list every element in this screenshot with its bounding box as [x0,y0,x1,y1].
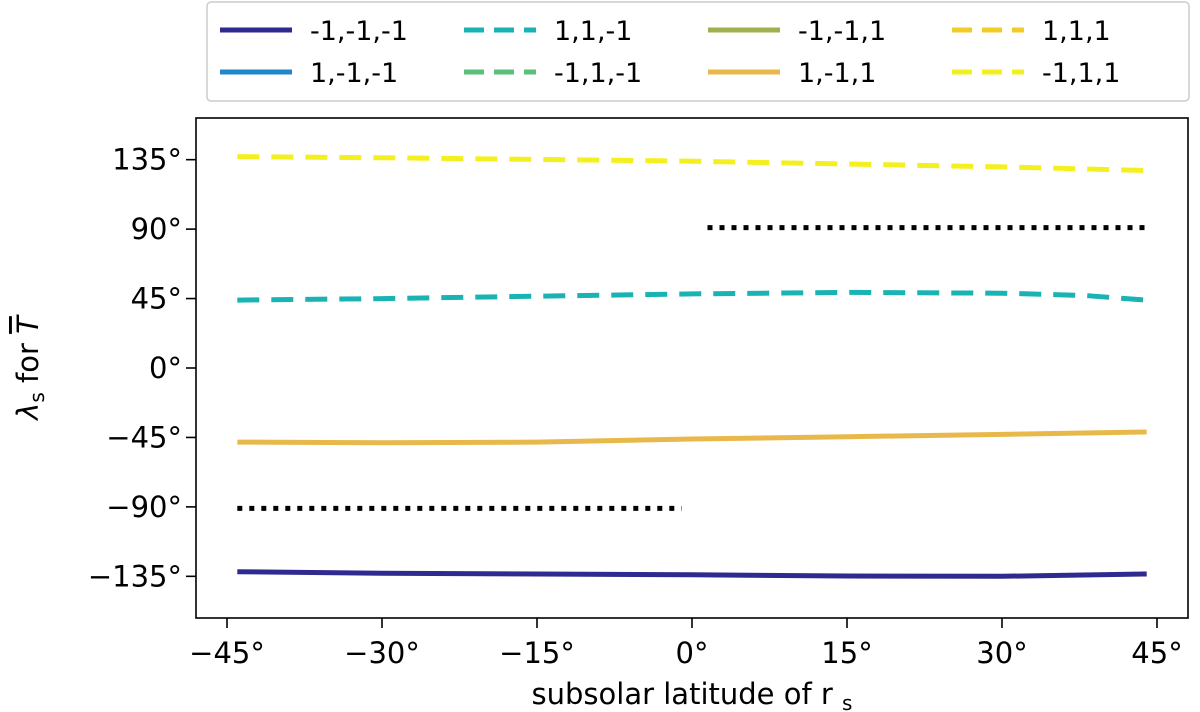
legend-items: -1,-1,-1 1,-1,-1 1,1,-1 -1,1,-1 -1,-1,1 1,-1,… [220,16,1120,89]
series-line [237,289,1147,303]
x-axis-label: subsolar latitude of r s [532,677,853,712]
x-tick-label: 15° [821,636,872,670]
legend-label: -1,1,-1 [554,58,642,89]
series-line [237,154,1147,173]
y-axis-label-sub: s [25,392,49,402]
y-tick-label: −45° [106,420,182,454]
legend-label: 1,-1,1 [798,58,876,89]
legend-label: -1,1,1 [1042,58,1120,89]
legend-frame [206,1,1190,102]
y-tick-label: 0° [149,351,182,385]
y-axis-label-symbol: T [11,314,45,334]
legend-label: 1,-1,-1 [310,58,398,89]
plot-area: −45° −30° −15° 0° 15° 30° 45° −135° −90° −45° 0° 4… [88,117,1189,670]
legend: -1,-1,-1 1,-1,-1 1,1,-1 -1,1,-1 -1,-1,1 1,-1,… [206,1,1190,102]
series-line [237,569,1147,579]
plot-frame [195,117,1189,619]
x-tick-label: −30° [344,636,420,670]
x-tick-label: −15° [499,636,575,670]
y-axis-label-suffix: for [11,334,45,392]
y-axis: −135° −90° −45° 0° 45° 90° 135° [88,143,196,593]
x-tick-label: −45° [189,636,265,670]
legend-label: -1,-1,-1 [310,16,408,47]
y-axis-label: λs for T [11,314,49,422]
y-tick-label: 45° [131,282,182,316]
y-tick-label: 90° [131,212,182,246]
y-tick-label: −135° [88,559,182,593]
x-axis-label-main: subsolar latitude of r [532,677,833,711]
y-tick-label: 135° [112,143,182,177]
x-tick-label: 30° [976,636,1027,670]
series-line [237,429,1147,446]
series-layer [237,154,1147,579]
x-tick-label: 45° [1131,636,1182,670]
legend-label: 1,1,-1 [554,16,632,47]
x-axis-label-sub: s [842,691,852,712]
y-axis-label-text: λs for T [11,314,49,422]
x-tick-label: 0° [676,636,709,670]
legend-label: -1,-1,1 [798,16,886,47]
y-axis-label-main: λ [11,403,45,422]
y-tick-label: −90° [106,490,182,524]
legend-label: 1,1,1 [1042,16,1111,47]
x-axis: −45° −30° −15° 0° 15° 30° 45° [189,618,1183,670]
